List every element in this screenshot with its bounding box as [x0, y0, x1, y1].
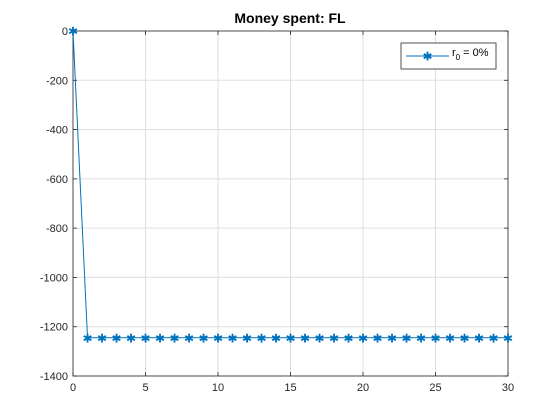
- y-tick-label: -1200: [40, 322, 68, 334]
- data-point-marker: ✱: [97, 331, 107, 345]
- y-tick-label: -200: [46, 75, 68, 87]
- data-point-marker: ✱: [459, 331, 469, 345]
- data-point-marker: ✱: [227, 331, 237, 345]
- data-point-marker: ✱: [271, 331, 281, 345]
- data-point-marker: ✱: [256, 331, 266, 345]
- y-tick-label: -1000: [40, 272, 68, 284]
- y-tick-label: -600: [46, 174, 68, 186]
- x-tick-label: 0: [70, 382, 76, 394]
- axes: 0 5 10 15 20 25 30 0 -200 -400 -600 -800 -1000 -1200 -…: [40, 26, 514, 394]
- data-point-marker: ✱: [314, 331, 324, 345]
- legend-label-rest: = 0%: [460, 47, 489, 59]
- data-point-marker: ✱: [285, 331, 295, 345]
- data-point-marker: ✱: [503, 331, 513, 345]
- legend: ✱ r0 = 0%: [400, 42, 497, 70]
- legend-label: r0 = 0%: [452, 47, 489, 62]
- data-point-marker: ✱: [169, 331, 179, 345]
- data-point-marker: ✱: [300, 331, 310, 345]
- data-point-marker: ✱: [343, 331, 353, 345]
- x-tick-label: 10: [212, 382, 224, 394]
- data-point-marker: ✱: [430, 331, 440, 345]
- data-point-marker: ✱: [372, 331, 382, 345]
- legend-marker: ✱: [422, 50, 432, 64]
- y-tick-label: 0: [62, 26, 68, 38]
- x-tick-label: 5: [142, 382, 148, 394]
- data-point-marker: ✱: [474, 331, 484, 345]
- data-point-marker: ✱: [329, 331, 339, 345]
- data-point-marker: ✱: [242, 331, 252, 345]
- data-point-marker: ✱: [111, 331, 121, 345]
- x-tick-label: 25: [429, 382, 441, 394]
- x-tick-label: 30: [502, 382, 514, 394]
- data-point-marker: ✱: [155, 331, 165, 345]
- series-line: [72, 30, 508, 339]
- data-point-marker: ✱: [488, 331, 498, 345]
- data-point-marker: ✱: [126, 331, 136, 345]
- data-point-marker: ✱: [213, 331, 223, 345]
- y-tick-label: -400: [46, 125, 68, 137]
- x-tick-label: 15: [284, 382, 296, 394]
- y-tick-label: -800: [46, 223, 68, 235]
- data-point-marker: ✱: [184, 331, 194, 345]
- data-point-marker: ✱: [82, 331, 92, 345]
- y-tick-label: -1400: [40, 371, 68, 383]
- legend-label-base: r: [452, 47, 456, 59]
- data-point-marker: ✱: [358, 331, 368, 345]
- data-point-marker: ✱: [445, 331, 455, 345]
- series-layer: ✱ ✱ ✱ ✱ ✱ ✱ ✱ ✱ ✱ ✱ ✱ ✱ ✱ ✱ ✱ ✱ ✱ ✱ ✱ ✱ ✱ ✱ ✱ ✱ ✱ ✱ ✱ ✱ ✱ ✱ ✱: [68, 25, 513, 346]
- legend-label-sub: 0: [456, 53, 461, 62]
- data-point-marker: ✱: [198, 331, 208, 345]
- data-point-marker: ✱: [387, 331, 397, 345]
- data-point-marker: ✱: [416, 331, 426, 345]
- data-point-marker: ✱: [68, 25, 78, 39]
- data-point-marker: ✱: [401, 331, 411, 345]
- chart-title: Money spent: FL: [234, 10, 346, 26]
- x-tick-label: 20: [357, 382, 369, 394]
- data-point-marker: ✱: [140, 331, 150, 345]
